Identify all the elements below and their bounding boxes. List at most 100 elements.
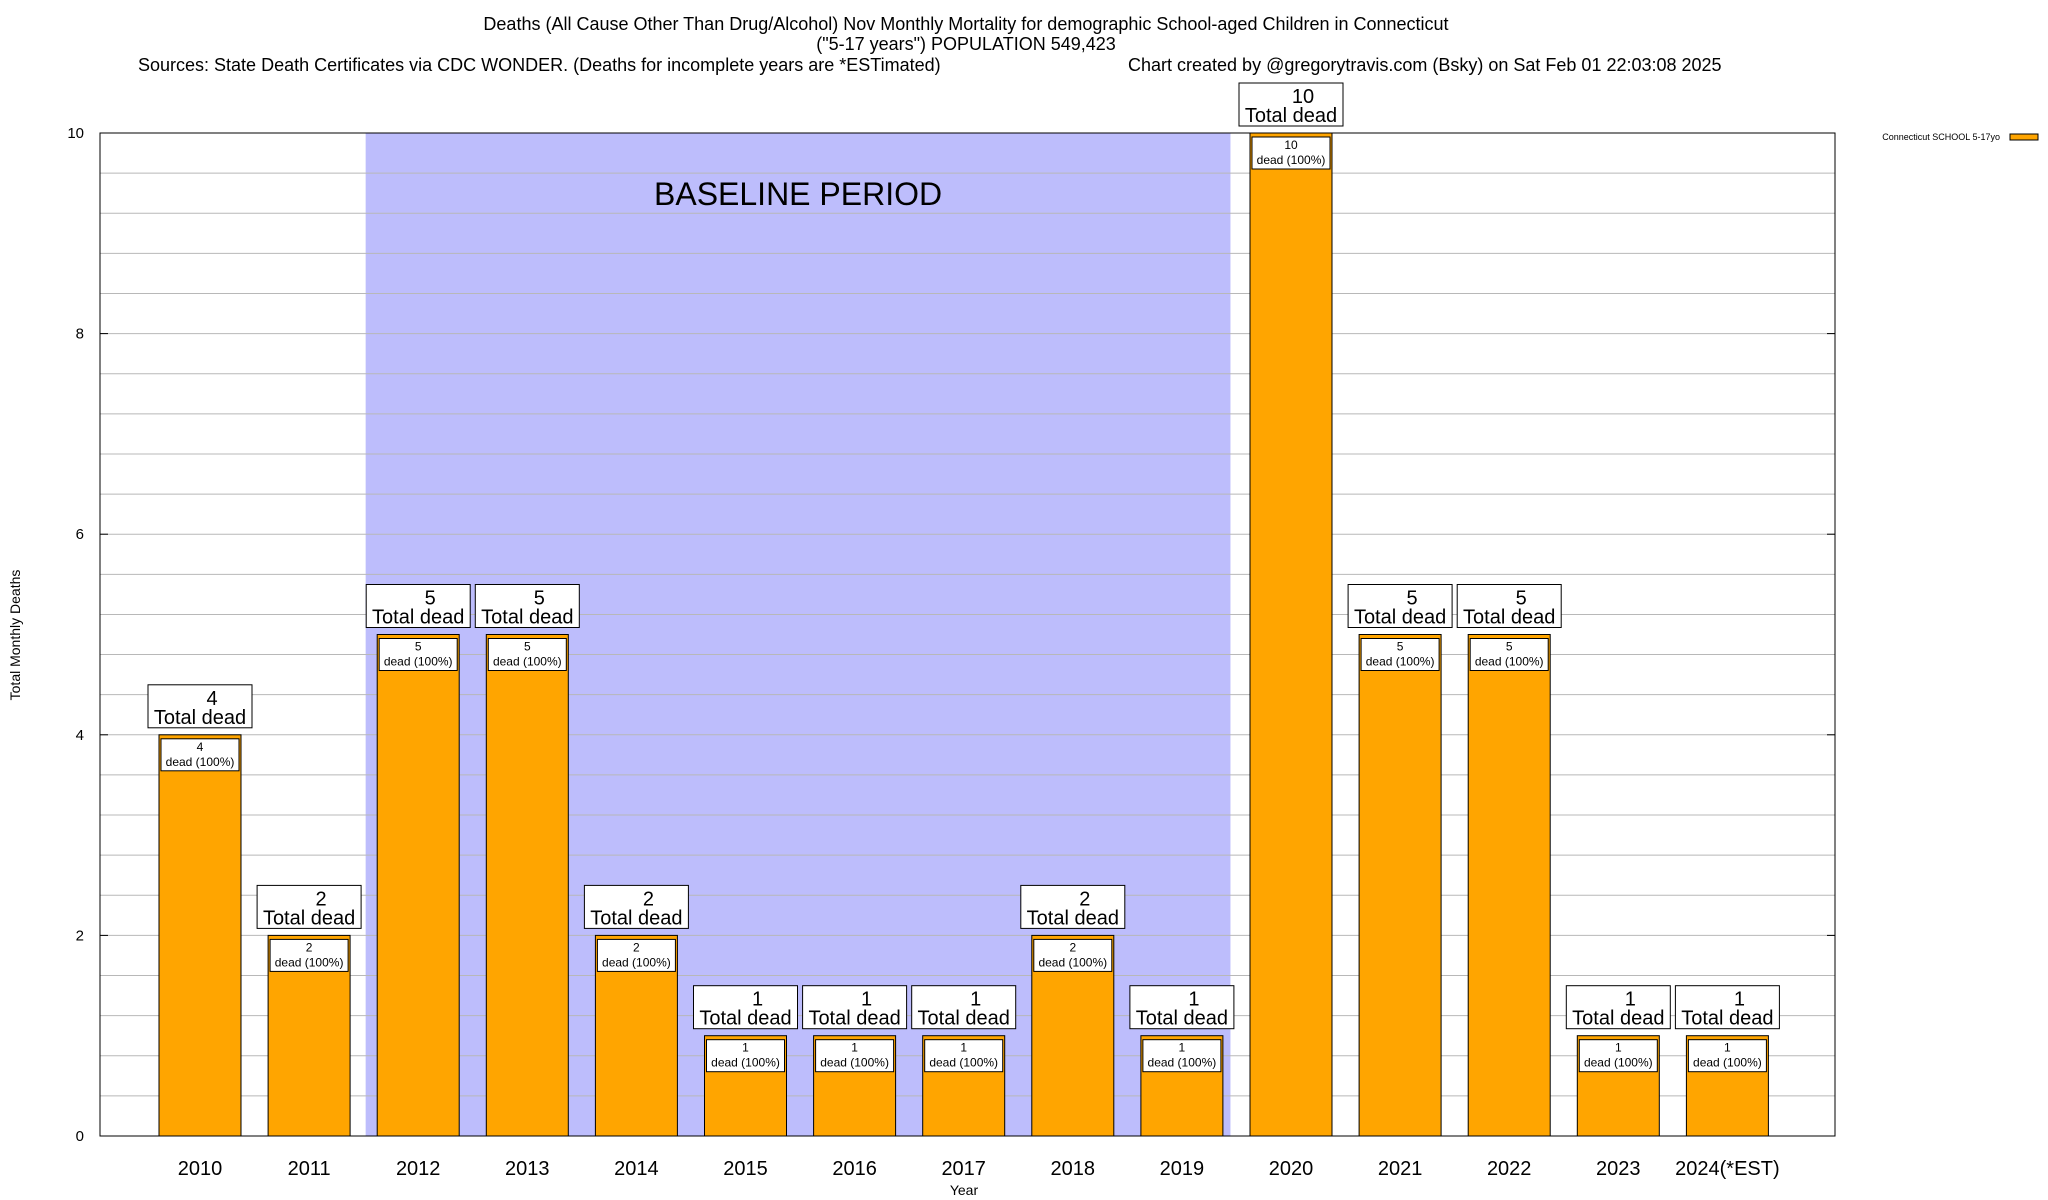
inner-label-text: dead (100%) [166,755,235,769]
total-label-text: Total dead [154,707,246,729]
inner-label-count: 5 [1397,640,1404,654]
x-tick-label: 2020 [1269,1158,1314,1180]
x-tick-label: 2017 [941,1158,986,1180]
inner-label-count: 5 [524,640,531,654]
inner-label-count: 1 [960,1041,967,1055]
total-label-count: 1 [1734,989,1745,1011]
inner-label-box [815,1039,895,1073]
x-tick-label: 2010 [178,1158,223,1180]
total-label-text: Total dead [699,1008,791,1030]
inner-label-count: 2 [1069,940,1076,954]
credit-note: Chart created by @gregorytravis.com (Bsk… [1128,55,1722,75]
title-line1: Deaths (All Cause Other Than Drug/Alcoho… [483,14,1448,34]
total-label-box [1129,985,1235,1030]
total-label-text: Total dead [590,907,682,929]
total-label-box [911,985,1017,1030]
y-axis-label: Total Monthly Deaths [7,570,23,701]
bar [158,734,242,1137]
total-label-count: 10 [1292,86,1314,108]
inner-label-count: 5 [1506,640,1513,654]
inner-label-text: dead (100%) [602,955,671,969]
y-tick-label: 4 [76,727,84,744]
legend-label: Connecticut SCHOOL 5-17yo [1882,132,2000,142]
inner-label-count: 1 [742,1041,749,1055]
total-label-box [583,884,689,929]
inner-label-count: 4 [197,740,204,754]
x-tick-label: 2013 [505,1158,550,1180]
y-tick-label: 0 [76,1128,84,1145]
baseline-label: BASELINE PERIOD [654,176,942,212]
total-label-text: Total dead [1245,105,1337,127]
total-label-text: Total dead [918,1008,1010,1030]
x-tick-label: 2023 [1596,1158,1641,1180]
inner-label-box [378,638,458,671]
total-label-count: 5 [1407,588,1418,610]
total-label-box [1020,884,1126,929]
x-tick-label: 2016 [832,1158,877,1180]
total-label-count: 1 [1625,989,1636,1011]
total-label-box [365,584,471,628]
inner-label-box [596,938,676,972]
x-tick-label: 2024(*EST) [1675,1158,1780,1180]
total-label-count: 1 [1188,989,1199,1011]
inner-label-text: dead (100%) [275,955,344,969]
total-label-count: 1 [861,989,872,1011]
total-label-text: Total dead [1463,607,1555,629]
bar [1467,634,1551,1137]
inner-label-box [269,938,349,972]
total-label-text: Total dead [372,607,464,629]
y-tick-label: 10 [67,125,84,142]
bar [1358,634,1442,1137]
inner-label-box [1360,638,1440,671]
inner-label-box [1142,1039,1222,1073]
total-label-text: Total dead [1027,907,1119,929]
inner-label-text: dead (100%) [1584,1056,1653,1070]
inner-label-count: 1 [1724,1041,1731,1055]
total-label-box [1238,82,1344,127]
inner-label-count: 1 [851,1041,858,1055]
inner-label-text: dead (100%) [384,655,453,669]
x-tick-label: 2014 [614,1158,659,1180]
total-label-count: 2 [1079,888,1090,910]
total-label-count: 1 [970,989,981,1011]
y-tick-label: 6 [76,526,84,543]
inner-label-box [706,1039,785,1073]
total-label-text: Total dead [1136,1008,1228,1030]
total-label-text: Total dead [1572,1008,1664,1030]
inner-label-count: 1 [1179,1041,1186,1055]
inner-label-count: 2 [633,940,640,954]
inner-label-box [1578,1039,1658,1073]
y-tick-label: 2 [76,927,84,944]
inner-label-count: 5 [415,640,422,654]
total-label-box [474,584,580,628]
legend: Connecticut SCHOOL 5-17yo [1882,132,2039,142]
total-label-text: Total dead [808,1008,900,1030]
inner-label-text: dead (100%) [1693,1056,1762,1070]
inner-label-text: dead (100%) [1148,1056,1217,1070]
x-axis-label: Year [950,1182,979,1198]
inner-label-box [1251,136,1331,170]
inner-label-text: dead (100%) [711,1056,780,1070]
x-tick-label: 2012 [396,1158,441,1180]
inner-label-box [487,638,567,671]
inner-label-text: dead (100%) [1475,655,1544,669]
x-tick-label: 2021 [1378,1158,1423,1180]
total-label-text: Total dead [1681,1008,1773,1030]
x-tick-label: 2019 [1160,1158,1205,1180]
bar [485,634,569,1137]
inner-label-text: dead (100%) [493,655,562,669]
inner-label-text: dead (100%) [1366,655,1435,669]
inner-label-text: dead (100%) [820,1056,889,1070]
total-label-text: Total dead [1354,607,1446,629]
inner-label-count: 10 [1284,138,1298,152]
inner-label-text: dead (100%) [1038,955,1107,969]
total-label-box [147,684,253,729]
total-label-count: 5 [534,588,545,610]
total-label-count: 1 [752,989,763,1011]
title-line2: ("5-17 years") POPULATION 549,423 [816,34,1116,54]
total-label-box [256,884,362,929]
inner-label-box [1033,938,1113,972]
chart-title: Deaths (All Cause Other Than Drug/Alcoho… [138,14,1722,75]
